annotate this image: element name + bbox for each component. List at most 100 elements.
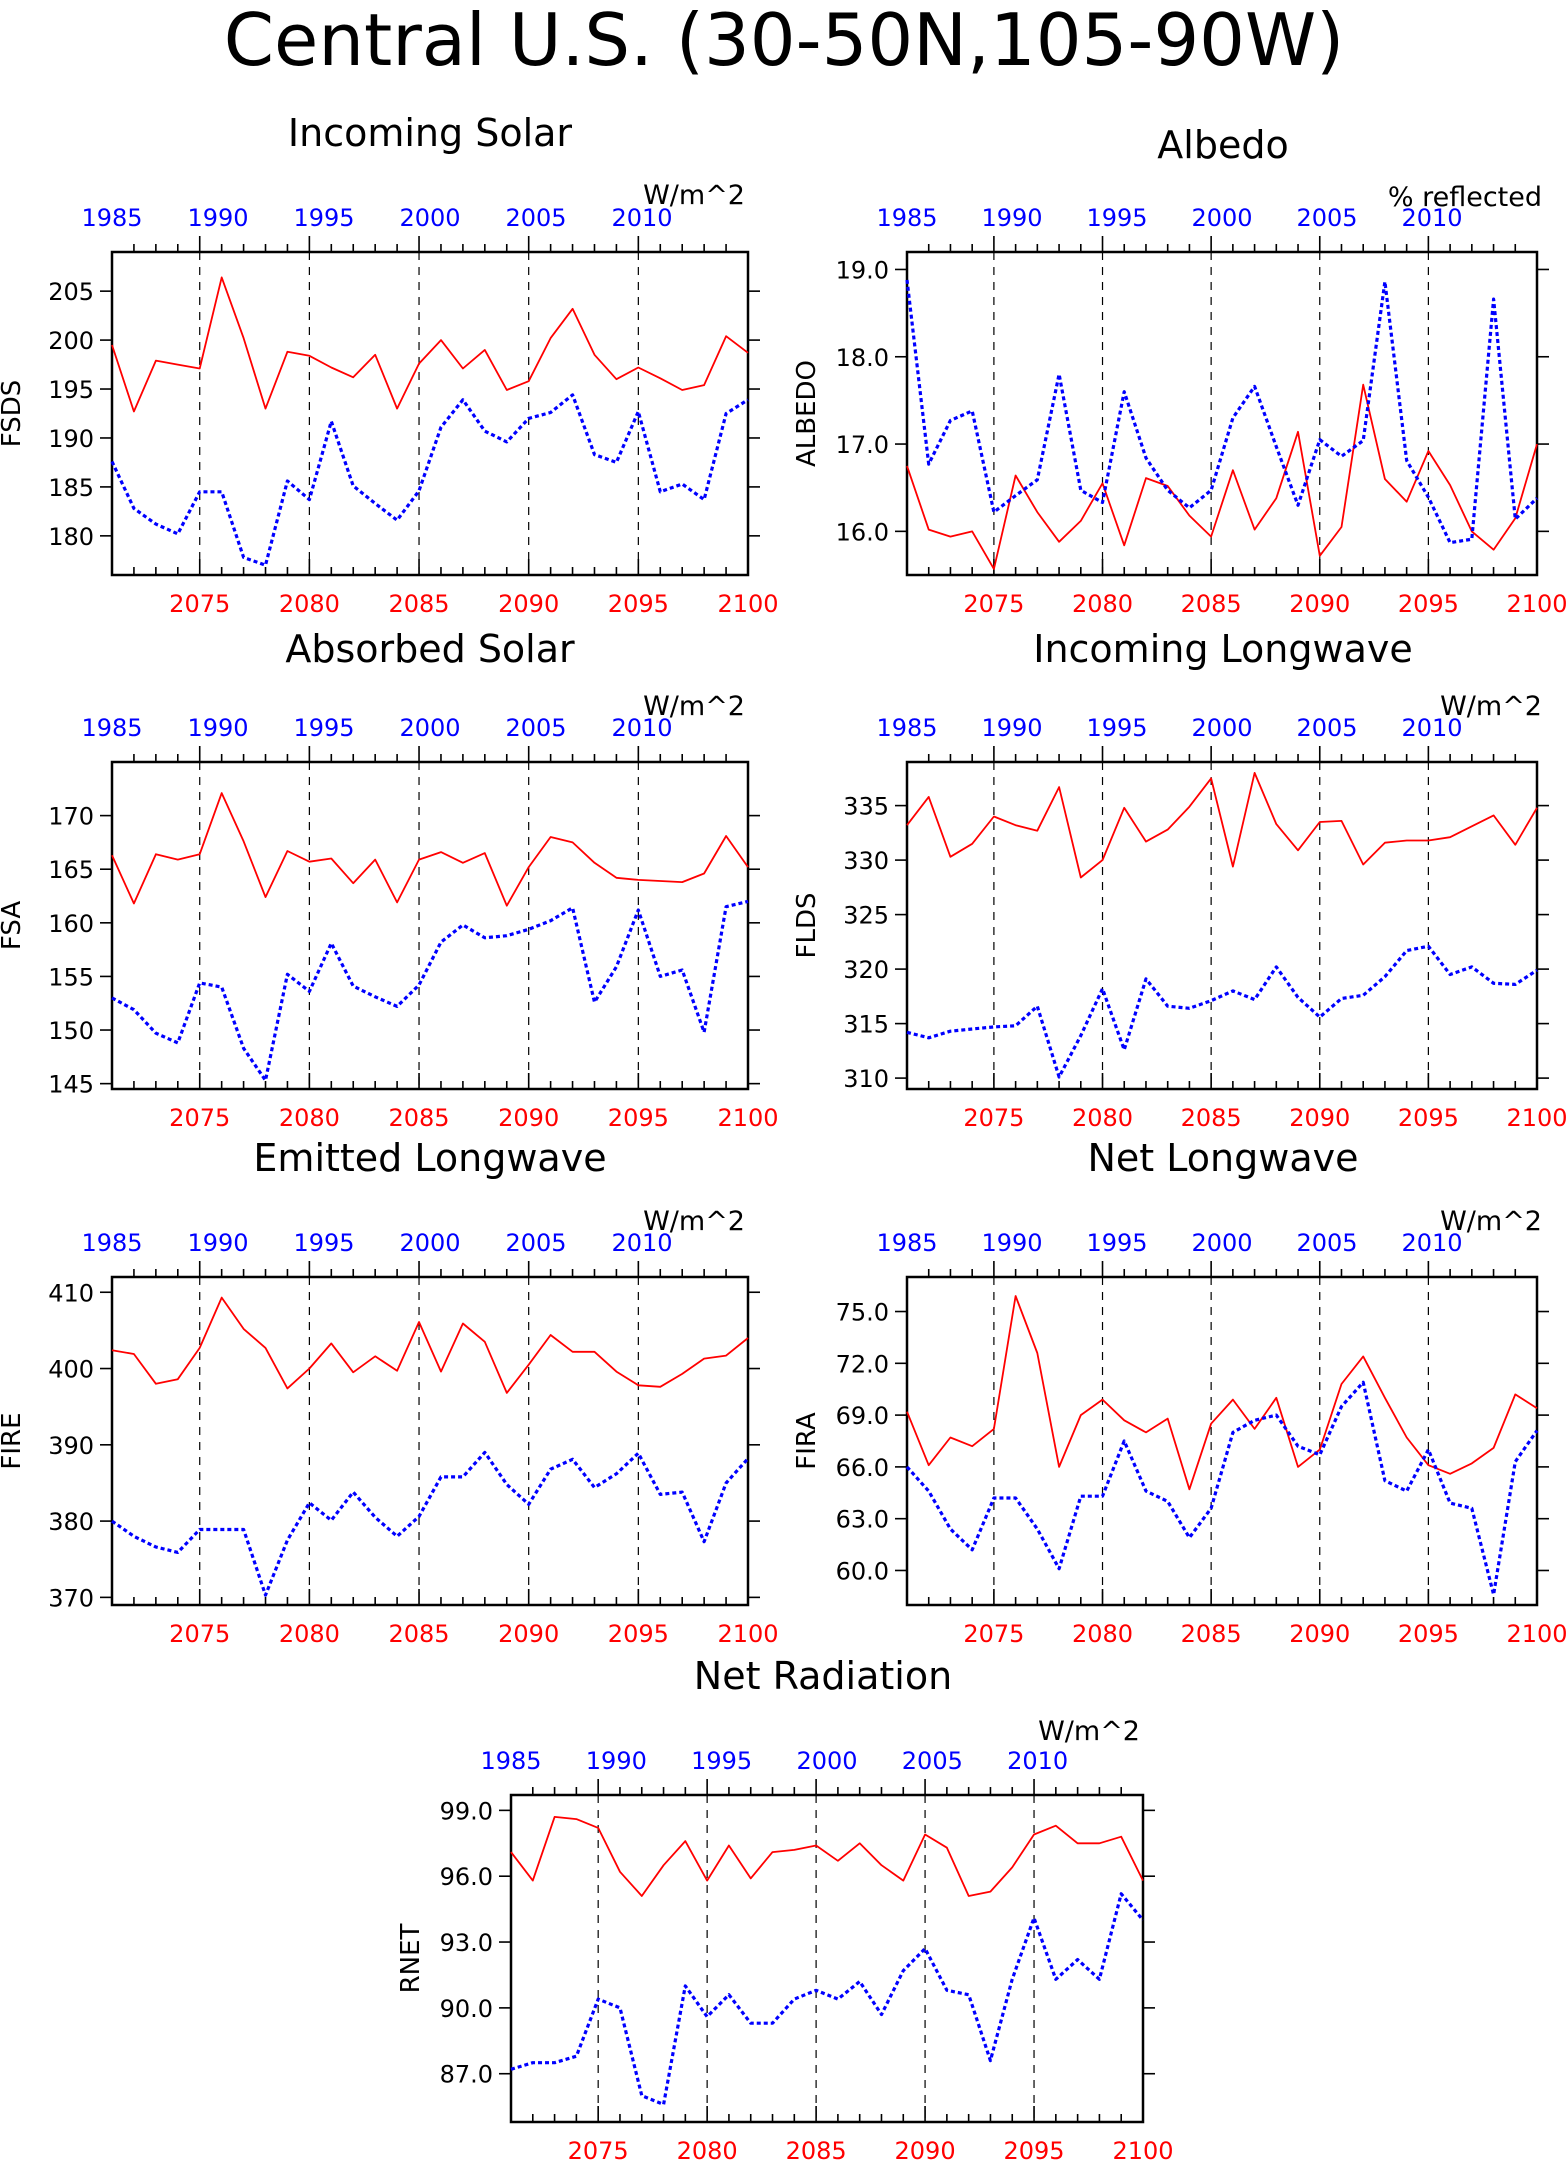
plot-frame xyxy=(905,1275,1539,1607)
units-label: W/m^2 xyxy=(643,180,745,211)
x-tick-label-top: 2000 xyxy=(796,1747,857,1775)
x-tick-label-top: 1995 xyxy=(1086,204,1147,232)
historical-series-line xyxy=(905,1380,1539,1597)
y-tick-label: 205 xyxy=(48,278,94,306)
units-label: W/m^2 xyxy=(1440,1206,1542,1237)
y-tick-label: 400 xyxy=(48,1356,94,1384)
units-label: W/m^2 xyxy=(643,1206,745,1237)
x-tick-label-top: 2005 xyxy=(902,1747,963,1775)
x-tick-label-bottom: 2095 xyxy=(1398,1104,1459,1132)
historical-series-line xyxy=(111,1450,750,1597)
units-label: W/m^2 xyxy=(643,691,745,722)
y-tick-label: 190 xyxy=(48,425,94,453)
x-tick-label-bottom: 2075 xyxy=(963,1104,1024,1132)
panel-title: Net Longwave xyxy=(1088,1136,1359,1180)
plot-frame xyxy=(110,760,750,1091)
y-tick-label: 66.0 xyxy=(836,1454,889,1482)
historical-series-line xyxy=(906,944,1538,1079)
y-tick-label: 93.0 xyxy=(440,1929,493,1957)
x-tick-label-top: 2000 xyxy=(399,1229,460,1257)
x-tick-label-top: 1990 xyxy=(187,714,248,742)
x-tick-label-top: 2000 xyxy=(1191,714,1252,742)
y-tick-label: 63.0 xyxy=(836,1506,889,1534)
x-tick-label-bottom: 2100 xyxy=(717,1620,778,1648)
y-tick-label: 60.0 xyxy=(836,1557,889,1585)
x-tick-label-top: 2010 xyxy=(611,204,672,232)
y-tick-label: 72.0 xyxy=(836,1350,889,1378)
y-tick-label: 165 xyxy=(48,856,94,884)
panel-1: Incoming Solar W/m^2 2075 2080 2085 2090 2095 2… xyxy=(0,111,779,618)
x-tick-label-top: 1985 xyxy=(81,714,142,742)
panel-4: Incoming Longwave W/m^2 2075 2080 2085 2090 20… xyxy=(792,627,1568,1132)
y-axis-label: FIRE xyxy=(0,1412,27,1469)
y-tick-label: 410 xyxy=(48,1279,94,1307)
x-tick-label-top: 2000 xyxy=(399,714,460,742)
y-tick-label: 90.0 xyxy=(440,1995,493,2023)
x-tick-label-top: 2005 xyxy=(505,204,566,232)
future-series-line xyxy=(906,1295,1538,1491)
x-tick-label-top: 1985 xyxy=(480,1747,541,1775)
y-tick-label: 69.0 xyxy=(836,1402,889,1430)
panel-title: Emitted Longwave xyxy=(253,1136,606,1180)
units-label: W/m^2 xyxy=(1038,1716,1140,1747)
x-tick-label-top: 1990 xyxy=(187,1229,248,1257)
x-tick-label-bottom: 2080 xyxy=(279,1104,340,1132)
y-tick-label: 19.0 xyxy=(836,256,889,284)
units-label: W/m^2 xyxy=(1440,691,1542,722)
panel-6: Net Longwave W/m^2 2075 2080 2085 2090 2095 210… xyxy=(792,1136,1568,1648)
panel-2: Albedo % reflected 2075 2080 2085 2090 2095 210… xyxy=(792,123,1568,618)
x-tick-label-top: 2000 xyxy=(1191,204,1252,232)
x-tick-label-bottom: 2100 xyxy=(1506,1620,1567,1648)
y-axis-label: FIRA xyxy=(792,1412,822,1470)
x-tick-label-bottom: 2085 xyxy=(388,590,449,618)
panel-title: Incoming Solar xyxy=(288,111,573,155)
panel-title: Albedo xyxy=(1157,123,1288,167)
x-tick-label-top: 1995 xyxy=(691,1747,752,1775)
historical-series-line xyxy=(110,393,749,567)
y-tick-label: 17.0 xyxy=(836,431,889,459)
x-tick-label-bottom: 2085 xyxy=(786,2137,847,2160)
x-tick-label-bottom: 2080 xyxy=(279,590,340,618)
plot-frame xyxy=(905,250,1539,577)
y-tick-label: 87.0 xyxy=(440,2061,493,2089)
x-tick-label-bottom: 2080 xyxy=(1072,1620,1133,1648)
x-tick-label-bottom: 2085 xyxy=(1181,1104,1242,1132)
y-tick-label: 200 xyxy=(48,327,94,355)
x-tick-label-bottom: 2090 xyxy=(1289,1104,1350,1132)
future-series-line xyxy=(111,1296,749,1394)
x-tick-label-top: 1995 xyxy=(293,1229,354,1257)
x-tick-label-top: 1995 xyxy=(293,714,354,742)
historical-series-line xyxy=(905,279,1539,545)
x-tick-label-bottom: 2080 xyxy=(677,2137,738,2160)
x-tick-label-bottom: 2080 xyxy=(279,1620,340,1648)
y-tick-label: 315 xyxy=(843,1011,889,1039)
panel-5: Emitted Longwave W/m^2 2075 2080 2085 2090 209… xyxy=(0,1136,779,1648)
y-tick-label: 320 xyxy=(843,956,889,984)
x-tick-label-top: 1990 xyxy=(981,204,1042,232)
x-tick-label-top: 2005 xyxy=(1296,714,1357,742)
y-tick-label: 18.0 xyxy=(836,344,889,372)
y-tick-label: 335 xyxy=(843,793,889,821)
y-tick-label: 145 xyxy=(48,1071,94,1099)
x-tick-label-bottom: 2090 xyxy=(1289,590,1350,618)
y-tick-label: 160 xyxy=(48,910,94,938)
x-tick-label-bottom: 2075 xyxy=(568,2137,629,2160)
x-tick-label-top: 1985 xyxy=(81,1229,142,1257)
y-tick-label: 16.0 xyxy=(836,518,889,546)
x-tick-label-top: 1985 xyxy=(876,204,937,232)
x-tick-label-bottom: 2095 xyxy=(608,1620,669,1648)
x-tick-label-bottom: 2100 xyxy=(1506,590,1567,618)
y-tick-label: 195 xyxy=(48,376,94,404)
future-series-line xyxy=(510,1816,1144,1897)
y-tick-label: 330 xyxy=(843,847,889,875)
x-tick-label-top: 1995 xyxy=(293,204,354,232)
future-series-line xyxy=(906,772,1538,879)
x-tick-label-top: 2005 xyxy=(505,714,566,742)
x-tick-label-bottom: 2085 xyxy=(1181,1620,1242,1648)
plot-frame xyxy=(110,1275,750,1607)
y-axis-label: RNET xyxy=(396,1923,426,1993)
plot-frame xyxy=(509,1793,1145,2124)
x-tick-label-top: 2010 xyxy=(611,1229,672,1257)
x-tick-label-bottom: 2095 xyxy=(1003,2137,1064,2160)
